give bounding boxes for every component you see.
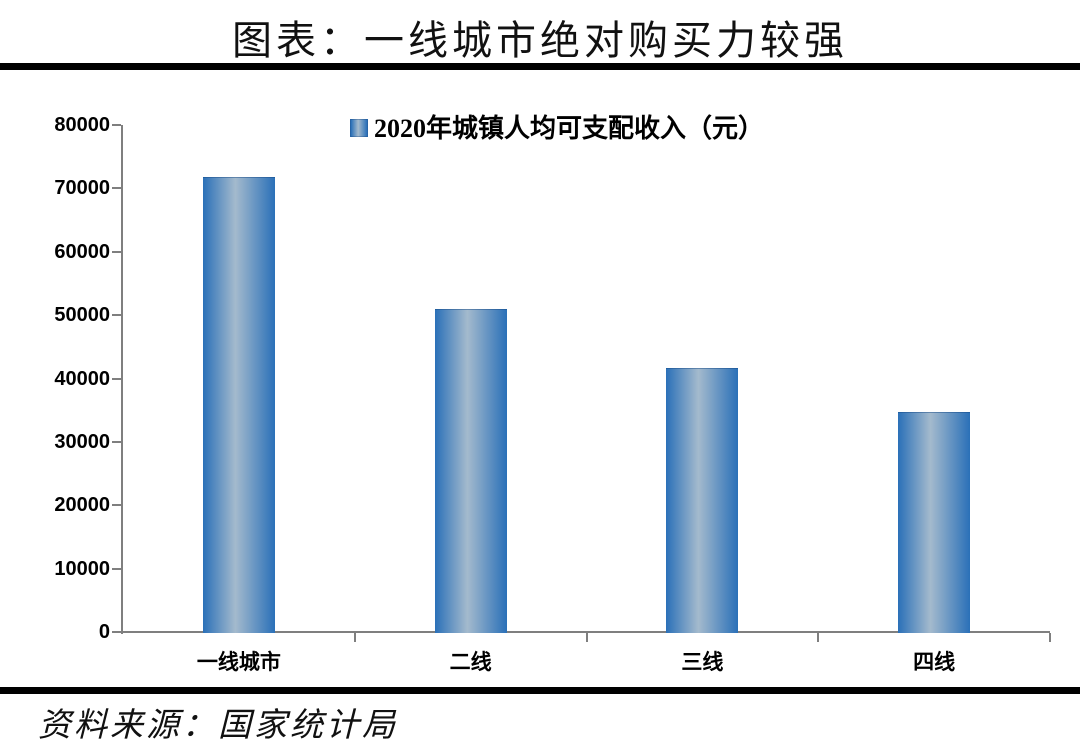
y-axis-line — [121, 125, 123, 634]
bar-二线 — [434, 308, 507, 633]
y-axis-tick — [112, 124, 121, 126]
y-axis-label: 10000 — [54, 557, 110, 580]
chart-legend: 2020年城镇人均可支配收入（元） — [350, 108, 764, 145]
top-divider — [0, 63, 1080, 70]
y-axis-label: 50000 — [54, 304, 110, 327]
y-axis-tick — [112, 440, 121, 443]
bar-一线城市 — [202, 176, 275, 633]
x-axis-tick — [585, 633, 588, 642]
x-axis-label: 四线 — [913, 650, 956, 674]
x-axis-label: 一线城市 — [196, 650, 281, 674]
source-note: 资料来源：国家统计局 — [38, 708, 398, 744]
legend-swatch-icon — [350, 118, 368, 137]
y-axis-tick — [112, 567, 121, 570]
y-axis-tick — [112, 377, 121, 380]
chart-title: 图表：一线城市绝对购买力较强 — [232, 18, 848, 63]
y-axis-label: 0 — [98, 621, 110, 643]
x-axis-label: 二线 — [449, 650, 492, 674]
y-axis-label: 20000 — [54, 494, 110, 517]
y-axis-tick — [112, 314, 121, 317]
y-axis-tick — [112, 250, 121, 253]
x-axis-tick — [353, 633, 356, 642]
y-axis-label: 80000 — [54, 114, 110, 136]
x-axis-label: 三线 — [681, 650, 724, 674]
legend-label: 2020年城镇人均可支配收入（元） — [374, 114, 765, 143]
x-axis-tick — [817, 633, 820, 642]
y-axis-label: 40000 — [54, 367, 110, 390]
x-axis-tick — [1049, 633, 1051, 642]
y-axis-tick — [112, 631, 121, 633]
bar-四线 — [898, 412, 971, 633]
bar-三线 — [666, 367, 739, 633]
y-axis-label: 30000 — [54, 430, 110, 453]
y-axis-label: 70000 — [54, 177, 110, 200]
x-axis-line — [121, 631, 1050, 633]
y-axis-tick — [112, 504, 121, 507]
y-axis-label: 60000 — [54, 240, 110, 263]
bottom-divider — [0, 687, 1080, 694]
y-axis-tick — [112, 187, 121, 190]
